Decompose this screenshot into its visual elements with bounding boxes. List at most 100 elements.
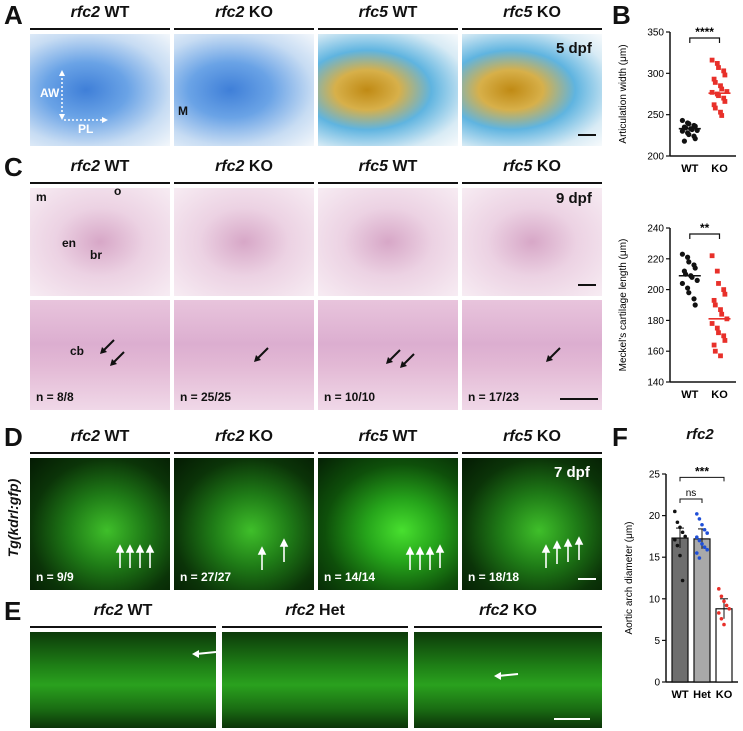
comparison-bracket-ko: [679, 476, 725, 482]
x-tick-label: KO: [716, 689, 733, 701]
x-tick-label: WT: [681, 163, 698, 175]
gfp-image-rfc5-ko: 7 dpf n = 18/18: [462, 458, 602, 590]
data-point-wt: [680, 578, 685, 583]
data-point-ko: [721, 68, 727, 74]
data-point-wt: [680, 530, 685, 535]
data-point-ko: [711, 297, 717, 303]
data-point-ko: [711, 102, 717, 108]
data-point-wt: [692, 123, 698, 129]
data-point-ko: [722, 599, 726, 604]
annot-cb: cb: [70, 344, 85, 358]
data-point-ko: [712, 302, 718, 308]
panel-d-header-2: rfc2 KO: [215, 428, 273, 445]
data-point-het: [705, 547, 709, 552]
annot-aw: AW: [40, 86, 60, 100]
chart-f-title: rfc2: [686, 426, 714, 443]
data-point-ko: [709, 253, 715, 259]
gfp-arch-image-rfc2-wt: [30, 632, 216, 728]
data-point-ko: [722, 291, 728, 297]
data-point-ko: [712, 348, 718, 354]
alizarin-image-rfc2-wt: m o en br: [30, 188, 170, 296]
x-tick-label: WT: [681, 389, 698, 401]
annot-o: o: [114, 188, 122, 198]
alcian-image-rfc5-wt: [318, 34, 458, 146]
arrow-icon: [386, 349, 415, 368]
data-point-wt: [683, 534, 687, 539]
data-point-ko: [709, 321, 715, 326]
comparison-bracket-ns: [679, 498, 703, 503]
panel-a-header-4: rfc5 KO: [503, 4, 561, 21]
gfp-image-rfc2-wt: n = 9/9: [30, 458, 170, 590]
data-point-ko: [711, 76, 717, 82]
transgenic-line-label: Tg(kdrl:gfp): [5, 478, 21, 558]
chart-articulation-width: 200 250 300 350 Articulation width (μm) WT KO *…: [618, 26, 736, 175]
data-point-ko: [716, 93, 721, 99]
data-point-wt: [692, 136, 698, 142]
stage-label-a: 5 dpf: [556, 40, 592, 57]
y-tick-label: 240: [647, 224, 664, 235]
data-point-het: [702, 545, 707, 550]
panel-d-header-4: rfc5 KO: [503, 428, 561, 445]
alizarin-zoom-rfc2-wt: cb n = 8/8: [30, 300, 170, 410]
panel-label-e: E: [4, 596, 22, 626]
y-axis-label: Articulation width (μm): [618, 44, 629, 143]
count-c-1: n = 8/8: [36, 390, 74, 404]
count-c-4: n = 17/23: [468, 390, 520, 404]
annot-pl: PL: [78, 122, 94, 136]
data-point-het: [697, 517, 702, 521]
arrow-icon: [192, 650, 216, 658]
alcian-image-rfc5-ko: 5 dpf: [462, 34, 602, 146]
data-point-ko: [717, 611, 721, 615]
annot-m-upper: M: [178, 104, 188, 118]
data-point-ko: [718, 353, 723, 359]
panel-label-f: F: [612, 422, 628, 452]
significance-label: **: [700, 221, 710, 235]
data-point-ko: [724, 603, 729, 608]
data-point-wt: [673, 509, 677, 514]
bar-wt: [671, 537, 689, 683]
panel-c-header-2: rfc2 KO: [215, 158, 273, 175]
data-point-ko: [719, 113, 725, 118]
data-point-ko: [714, 268, 720, 274]
data-point-ko: [722, 99, 728, 104]
data-point-wt: [679, 128, 685, 134]
scale-bar-c-top: [578, 284, 596, 286]
panel-d-header-3: rfc5 WT: [358, 428, 418, 445]
data-point-wt: [678, 553, 682, 558]
panel-c-header-4: rfc5 KO: [503, 158, 561, 175]
data-point-ko: [717, 587, 721, 591]
stage-label-c: 9 dpf: [556, 190, 592, 207]
scale-bar-d: [578, 578, 596, 580]
y-tick-label: 250: [647, 110, 664, 121]
annot-br: br: [90, 248, 102, 262]
arrow-icon: [115, 544, 155, 568]
data-point-wt: [685, 254, 691, 260]
data-point-ko: [719, 311, 725, 317]
data-point-wt: [692, 265, 698, 271]
data-point-ko: [709, 57, 715, 63]
bar-het: [693, 538, 711, 683]
data-point-het: [705, 531, 709, 535]
data-point-ko: [716, 281, 721, 286]
alizarin-image-rfc5-wt: [318, 188, 458, 296]
data-point-het: [695, 535, 699, 540]
data-point-wt: [685, 285, 691, 291]
data-point-ko: [719, 86, 725, 92]
count-c-3: n = 10/10: [324, 390, 376, 404]
panel-a-header-2: rfc2 KO: [215, 4, 273, 21]
data-point-ko: [727, 606, 731, 611]
data-point-wt: [686, 121, 692, 127]
data-point-het: [702, 527, 707, 532]
data-point-wt: [679, 280, 685, 287]
stage-label-d: 7 dpf: [554, 464, 590, 481]
data-point-ko: [722, 338, 728, 343]
data-point-ko: [716, 65, 721, 70]
alizarin-zoom-rfc5-ko: n = 17/23: [462, 300, 602, 410]
data-point-ko: [722, 72, 728, 78]
data-point-wt: [679, 117, 685, 124]
data-point-wt: [691, 296, 697, 302]
data-point-wt: [673, 537, 677, 542]
count-c-2: n = 25/25: [180, 390, 232, 404]
count-d-1: n = 9/9: [36, 570, 74, 584]
alizarin-zoom-rfc5-wt: n = 10/10: [318, 300, 458, 410]
